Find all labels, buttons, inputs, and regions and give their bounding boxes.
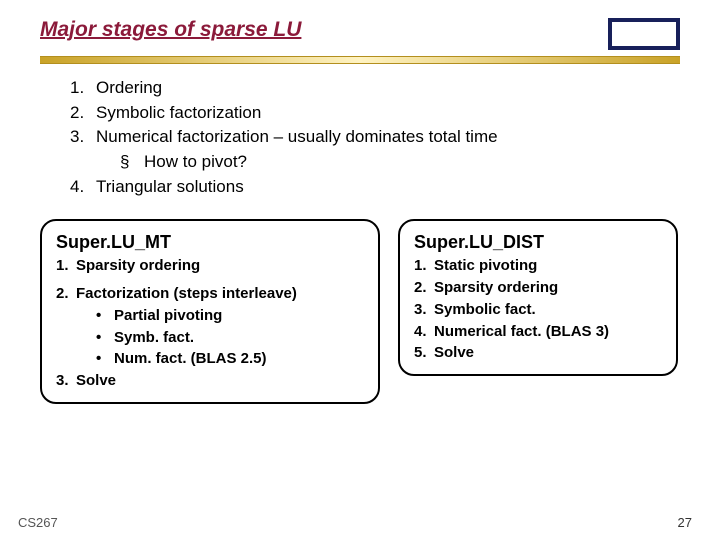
panel-text: Solve xyxy=(434,344,474,361)
panels-row: Super.LU_MT 1.Sparsity ordering 2.Factor… xyxy=(40,219,680,404)
panel-item: 3.Solve xyxy=(56,370,364,392)
panel-text: Static pivoting xyxy=(434,257,537,274)
panel-item: 5.Solve xyxy=(414,342,662,364)
footer-label: CS267 xyxy=(18,515,58,530)
panel-item: 2.Factorization (steps interleave) xyxy=(56,283,364,305)
panel-item: 1.Static pivoting xyxy=(414,255,662,277)
panel-superlu-dist: Super.LU_DIST 1.Static pivoting 2.Sparsi… xyxy=(398,219,678,376)
slide: Major stages of sparse LU 1.Ordering 2.S… xyxy=(0,0,720,540)
list-text: How to pivot? xyxy=(144,152,247,171)
panel-text: Numerical fact. (BLAS 3) xyxy=(434,323,609,340)
page-number: 27 xyxy=(678,515,692,530)
panel-superlu-mt: Super.LU_MT 1.Sparsity ordering 2.Factor… xyxy=(40,219,380,404)
panel-text: Sparsity ordering xyxy=(76,257,200,274)
panel-text: Symbolic fact. xyxy=(434,301,536,318)
panel-item: 4.Numerical fact. (BLAS 3) xyxy=(414,321,662,343)
list-item: 4.Triangular solutions xyxy=(70,175,680,200)
list-subitem: §How to pivot? xyxy=(120,150,680,175)
list-text: Ordering xyxy=(96,78,162,97)
panel-title: Super.LU_MT xyxy=(56,229,364,255)
panel-title: Super.LU_DIST xyxy=(414,229,662,255)
panel-subitem: •Partial pivoting xyxy=(96,305,364,327)
list-text: Triangular solutions xyxy=(96,177,244,196)
page-title: Major stages of sparse LU xyxy=(40,18,301,42)
list-item: 1.Ordering xyxy=(70,76,680,101)
list-text: Symbolic factorization xyxy=(96,103,261,122)
panel-text: Partial pivoting xyxy=(114,307,222,324)
panel-text: Solve xyxy=(76,372,116,389)
panel-subitem: •Symb. fact. xyxy=(96,327,364,349)
list-text: Numerical factorization – usually domina… xyxy=(96,127,498,146)
panel-text: Factorization (steps interleave) xyxy=(76,285,297,302)
panel-item: 1.Sparsity ordering xyxy=(56,255,364,277)
title-row: Major stages of sparse LU xyxy=(40,18,680,50)
list-item: 2.Symbolic factorization xyxy=(70,101,680,126)
divider xyxy=(40,56,680,64)
panel-item: 3.Symbolic fact. xyxy=(414,299,662,321)
logo-icon xyxy=(608,18,680,50)
panel-text: Num. fact. (BLAS 2.5) xyxy=(114,350,267,367)
list-item: 3.Numerical factorization – usually domi… xyxy=(70,125,680,150)
panel-text: Sparsity ordering xyxy=(434,279,558,296)
panel-item: 2.Sparsity ordering xyxy=(414,277,662,299)
panel-subitem: •Num. fact. (BLAS 2.5) xyxy=(96,348,364,370)
main-list: 1.Ordering 2.Symbolic factorization 3.Nu… xyxy=(70,76,680,199)
panel-text: Symb. fact. xyxy=(114,329,194,346)
